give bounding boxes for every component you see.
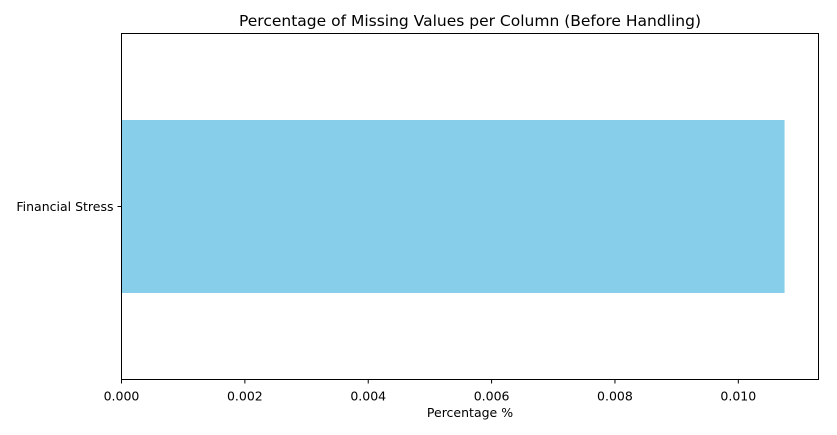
x-tick-label: 0.004 [350,389,386,404]
x-tick-label: 0.010 [720,389,756,404]
x-axis-ticks: 0.000 0.002 0.004 0.006 0.008 0.010 [104,379,756,404]
x-axis-label: Percentage % [427,405,513,420]
bar-financial-stress [121,120,785,293]
y-axis-ticks: Financial Stress [16,199,122,214]
chart-title: Percentage of Missing Values per Column … [239,12,701,30]
y-tick-label: Financial Stress [16,199,113,214]
x-tick-label: 0.006 [474,389,510,404]
x-tick-label: 0.008 [597,389,633,404]
x-tick-label: 0.002 [227,389,263,404]
x-tick-label: 0.000 [104,389,140,404]
bars-layer [121,120,785,293]
